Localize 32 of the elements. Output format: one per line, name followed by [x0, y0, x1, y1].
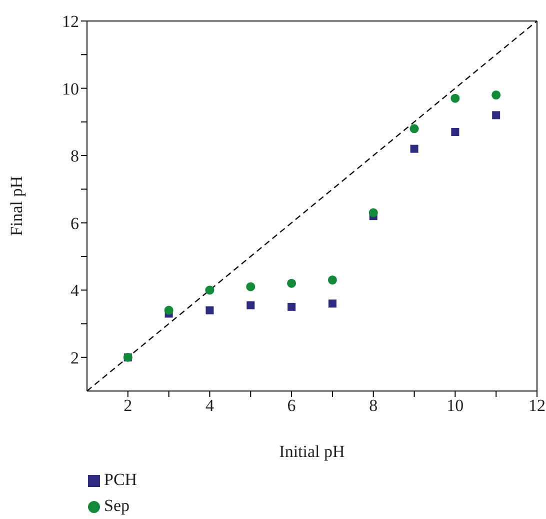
y-tick-label: 12 [62, 12, 79, 32]
point [451, 128, 460, 136]
point [206, 306, 214, 314]
legend-label: PCH [104, 470, 138, 489]
legend-label: Sep [104, 496, 130, 515]
x-tick-label: 10 [446, 396, 464, 416]
point [328, 300, 336, 308]
point [410, 124, 419, 134]
y-tick-label: 2 [70, 348, 79, 368]
x-tick-label: 4 [205, 396, 214, 416]
y-tick-label: 10 [62, 79, 79, 98]
point [450, 94, 460, 103]
y-tick-label: 6 [70, 214, 79, 233]
y-axis-title: Final pH [7, 176, 26, 236]
x-tick-label: 2 [124, 396, 132, 416]
x-tick-label: 12 [528, 396, 546, 416]
x-axis-title: Initial pH [279, 442, 345, 461]
point [492, 90, 501, 100]
x-tick-label: 6 [287, 396, 296, 416]
point [288, 302, 296, 311]
point [410, 144, 418, 153]
point [368, 208, 378, 218]
y-tick-label: 8 [70, 146, 79, 166]
point [328, 275, 337, 285]
point [287, 278, 296, 288]
point [205, 286, 214, 295]
point [246, 282, 256, 292]
point [164, 306, 174, 315]
y-tick-label: 4 [70, 281, 80, 300]
point [492, 111, 500, 120]
x-tick-label: 8 [369, 396, 378, 416]
point [246, 301, 255, 310]
